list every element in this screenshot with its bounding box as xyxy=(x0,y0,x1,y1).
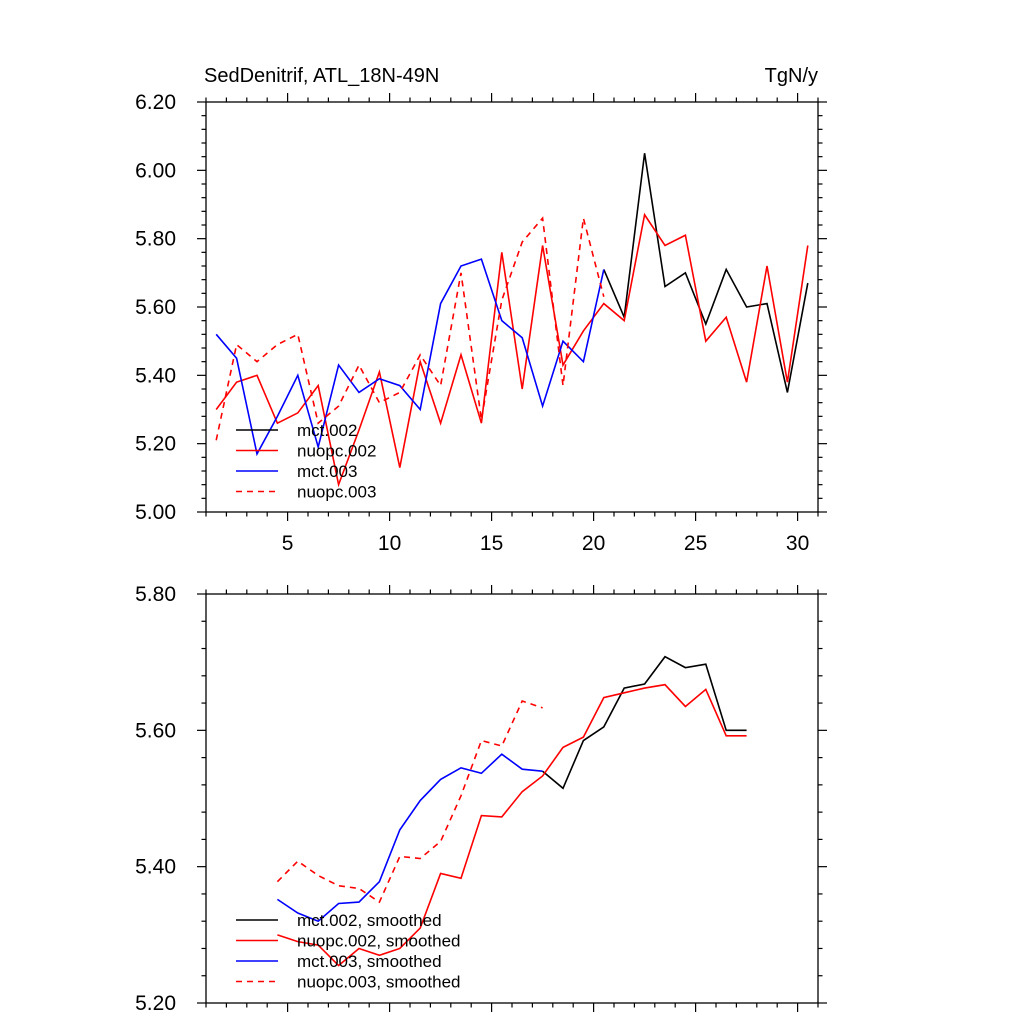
y-tick-label: 5.40 xyxy=(135,856,176,879)
x-tick-label: 15 xyxy=(480,532,503,555)
legend-label: mct.002, smoothed xyxy=(297,911,442,930)
y-tick-label: 6.20 xyxy=(135,91,176,114)
series-line-nuopc-002-smoothed xyxy=(277,683,747,967)
series-line-nuopc-003 xyxy=(215,216,605,441)
y-tick-label: 6.00 xyxy=(135,159,176,182)
series-line-mct-003-smoothed xyxy=(276,753,543,923)
legend-label: mct.003, smoothed xyxy=(297,952,442,971)
y-tick-label: 5.40 xyxy=(135,364,176,387)
y-tick-label: 5.20 xyxy=(135,992,176,1015)
bottom-panel: 5.20 5.40 5.60 5.80 mct.002, smoothed nuopc.0… xyxy=(135,583,827,1015)
series-line-mct-002 xyxy=(603,153,809,393)
legend-label: mct.003 xyxy=(297,462,357,481)
y-tick-label: 5.60 xyxy=(135,719,176,742)
series-line-mct-002-smoothed xyxy=(542,655,747,790)
legend-label: nuopc.003 xyxy=(297,483,376,502)
legend-label: mct.002 xyxy=(297,421,357,440)
top-panel: 5 10 15 20 25 30 5.00 5.20 5.40 5.60 5.80 6.00 6.20 S… xyxy=(135,65,827,555)
x-tick-label: 5 xyxy=(282,532,294,555)
y-tick-label: 5.80 xyxy=(135,228,176,251)
x-tick-label: 25 xyxy=(684,532,707,555)
y-tick-label: 5.60 xyxy=(135,296,176,319)
y-tick-label: 5.20 xyxy=(135,433,176,456)
units-label: TgN/y xyxy=(765,65,818,87)
x-tick-label: 20 xyxy=(582,532,605,555)
series-line-mct-003 xyxy=(215,258,605,457)
series-line-nuopc-003-smoothed xyxy=(276,700,543,904)
chart-title: SedDenitrif, ATL_18N-49N xyxy=(204,65,439,87)
series-line-nuopc-002 xyxy=(215,212,809,488)
x-tick-label: 10 xyxy=(378,532,401,555)
legend-label: nuopc.002 xyxy=(297,442,376,461)
y-tick-label: 5.80 xyxy=(135,583,176,606)
x-tick-label: 30 xyxy=(786,532,809,555)
legend-label: nuopc.003, smoothed xyxy=(297,973,461,992)
legend-label: nuopc.002, smoothed xyxy=(297,932,461,951)
y-tick-label: 5.00 xyxy=(135,501,176,524)
